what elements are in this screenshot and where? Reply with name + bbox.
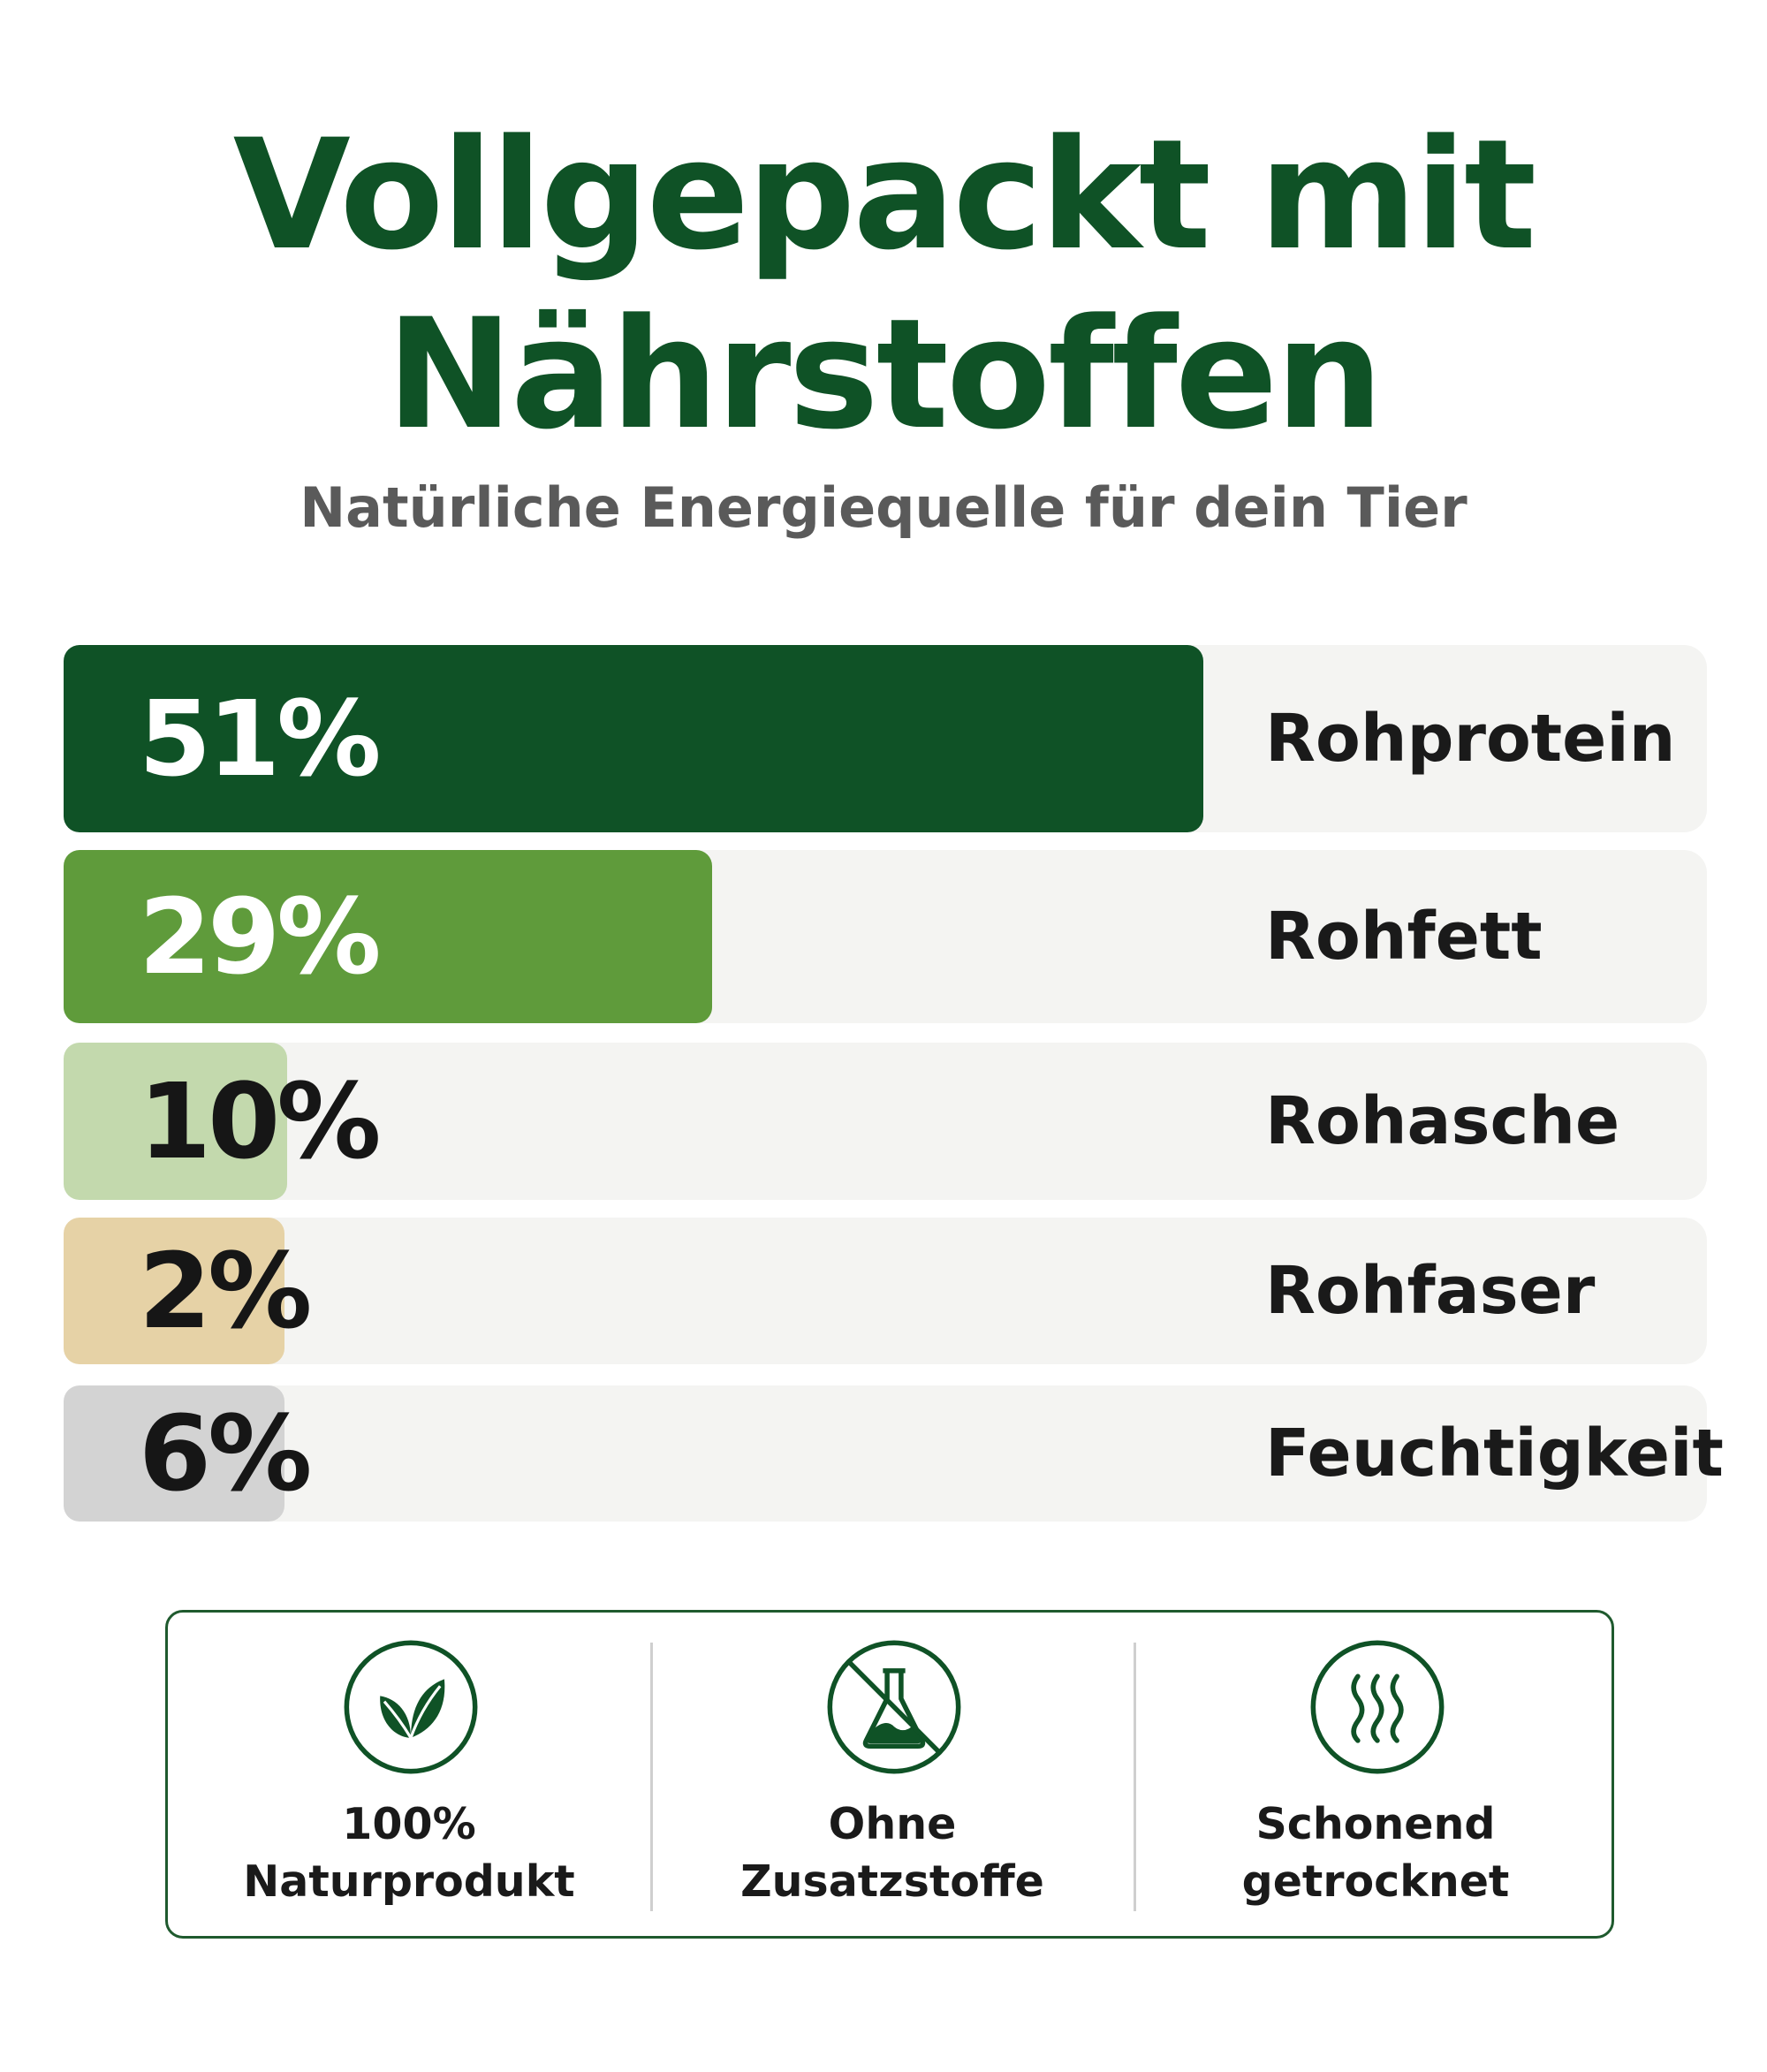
bar: 6% [64,1385,312,1522]
features-box: 100% Naturprodukt Ohne Zusatzstoffe Scho… [165,1610,1614,1939]
bar-category-label: Rohprotein [1265,701,1676,777]
feature-dried-line2: getrocknet [1241,1856,1510,1907]
bar-row: 10% Rohasche [64,1043,1707,1200]
feature-additives-line2: Zusatzstoffe [740,1856,1044,1907]
leaf-icon [344,1640,478,1774]
steam-icon [1310,1640,1445,1774]
feature-no-additives: Ohne Zusatzstoffe [651,1613,1134,1936]
bar: 51% [64,645,1204,832]
bar-category-label: Rohfaser [1265,1253,1596,1329]
bar-value-label: 2% [139,1230,312,1352]
bar-row: 51% Rohprotein [64,645,1707,832]
bar-category-label: Rohasche [1265,1083,1620,1159]
bar: 2% [64,1218,312,1364]
bar-value-label: 51% [139,678,381,800]
no-chemicals-icon [827,1640,961,1774]
feature-additives-line1: Ohne [828,1799,957,1849]
bar: 29% [64,850,712,1023]
feature-divider [650,1643,653,1911]
bar-row: 6% Feuchtigkeit [64,1385,1724,1522]
feature-dried-line1: Schonend [1255,1799,1496,1849]
feature-dried: Schonend getrocknet [1134,1613,1617,1936]
bar-value-label: 6% [139,1393,312,1514]
title-line-2: Nährstoffen [386,285,1384,463]
feature-divider [1134,1643,1136,1911]
feature-natural-line1: 100% [342,1799,476,1849]
bar-category-label: Feuchtigkeit [1265,1415,1724,1491]
bar-row: 2% Rohfaser [64,1218,1707,1364]
nutrient-bar-chart: 51% Rohprotein 29% Rohfett 10% Rohasche 2% Rohf… [64,645,1724,1529]
subtitle: Natürliche Energiequelle für dein Tier [300,475,1467,540]
title-line-1: Vollgepackt mit [232,106,1537,284]
bar-value-label: 10% [139,1060,381,1182]
page-title: Vollgepackt mit Nährstoffen [0,106,1767,465]
bar-category-label: Rohfett [1265,899,1543,975]
feature-natural-line2: Naturprodukt [243,1856,575,1907]
bar-row: 29% Rohfett [64,850,1707,1023]
feature-natural: 100% Naturprodukt [168,1613,650,1936]
bar: 10% [64,1043,381,1200]
bar-value-label: 29% [139,876,381,998]
